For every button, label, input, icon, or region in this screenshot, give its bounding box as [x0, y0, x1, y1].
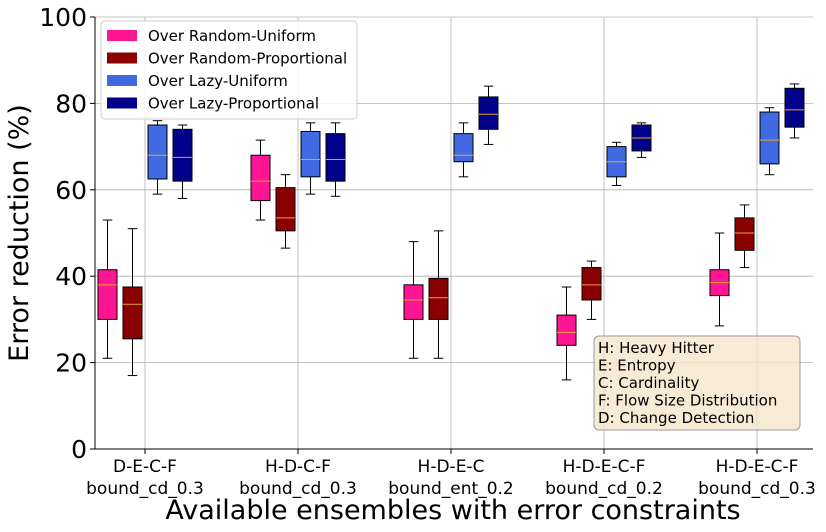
box-over-random-proportional-3: [581, 260, 602, 320]
box-body: [275, 187, 296, 232]
box-body: [759, 111, 780, 165]
legend-swatch: [107, 52, 137, 64]
box-series: [97, 83, 805, 381]
x-tick-label: H-D-E-C-F: [716, 457, 799, 477]
box-over-random-uniform-3: [556, 286, 577, 381]
legend-swatch: [107, 97, 137, 109]
x-tick-label: bound_cd_0.3: [698, 479, 816, 499]
y-tick-label: 80: [55, 89, 87, 118]
box-body: [478, 96, 499, 130]
axes: [94, 17, 813, 450]
y-axis-label: Error reduction (%): [4, 104, 35, 362]
tick-labels: 020406080100D-E-C-Fbound_cd_0.3H-D-C-Fbo…: [39, 3, 816, 499]
x-tick-label: bound_cd_0.3: [239, 479, 357, 499]
legend-swatch: [107, 75, 137, 86]
y-tick-label: 20: [55, 349, 87, 378]
box-body: [403, 284, 424, 320]
x-tick-label: bound_cd_0.3: [86, 479, 204, 499]
x-axis-label: Available ensembles with error constrain…: [165, 495, 740, 526]
legend-label: Over Lazy-Uniform: [148, 72, 288, 90]
box-over-random-proportional-1: [275, 174, 296, 249]
legend-frame: [100, 20, 358, 120]
box-over-random-proportional-0: [122, 228, 143, 377]
box-body: [250, 154, 271, 202]
box-over-lazy-proportional-1: [325, 122, 346, 197]
box-over-lazy-proportional-3: [631, 122, 652, 158]
box-over-lazy-proportional-4: [784, 83, 805, 139]
box-over-lazy-uniform-1: [300, 122, 321, 195]
y-tick-label: 0: [71, 435, 87, 464]
legend-label: Over Lazy-Proportional: [148, 95, 319, 113]
box-over-lazy-uniform-3: [606, 141, 627, 186]
box-body: [428, 277, 449, 320]
box-body: [172, 128, 193, 182]
legend-label: Over Random-Proportional: [148, 50, 347, 68]
legend-items: Over Random-Uniform Over Random-Proportio…: [107, 27, 347, 113]
box-over-lazy-uniform-2: [453, 122, 474, 178]
x-tick-label: H-D-E-C: [418, 457, 485, 477]
box-over-random-uniform-1: [250, 139, 271, 221]
box-body: [556, 314, 577, 346]
abbreviation-note-line: H: Heavy Hitter: [598, 339, 715, 357]
legend-label: Over Random-Uniform: [148, 27, 316, 45]
box-over-random-proportional-2: [428, 230, 449, 359]
box-body: [734, 217, 755, 251]
box-over-lazy-uniform-0: [147, 120, 168, 195]
box-body: [784, 87, 805, 128]
box-over-random-proportional-4: [734, 204, 755, 269]
box-body: [453, 133, 474, 163]
box-over-lazy-uniform-4: [759, 107, 780, 176]
x-tick-label: H-D-E-C-F: [563, 457, 646, 477]
abbreviation-note-line: F: Flow Size Distribution: [598, 392, 777, 410]
legend-swatch: [107, 30, 137, 41]
x-tick-label: D-E-C-F: [113, 457, 177, 477]
box-over-lazy-proportional-2: [478, 85, 499, 145]
legend: Over Random-Uniform Over Random-Proportio…: [100, 20, 358, 120]
y-tick-label: 60: [55, 176, 87, 205]
abbreviation-note-box: [593, 335, 801, 431]
box-over-random-uniform-4: [709, 232, 730, 327]
abbreviation-note-line: D: Change Detection: [598, 409, 754, 427]
y-tick-label: 40: [55, 262, 87, 291]
y-tick-label: 100: [39, 3, 87, 32]
x-tick-label: bound_cd_0.2: [545, 479, 663, 499]
abbreviation-note-line: C: Cardinality: [598, 374, 699, 392]
box-over-random-uniform-0: [97, 219, 118, 359]
box-over-random-uniform-2: [403, 241, 424, 359]
x-tick-label: bound_ent_0.2: [388, 479, 513, 499]
box-body: [325, 133, 346, 182]
box-body: [147, 124, 168, 180]
box-body: [581, 267, 602, 301]
box-body: [122, 286, 143, 340]
box-over-lazy-proportional-0: [172, 124, 193, 199]
abbreviation-note-line: E: Entropy: [598, 357, 676, 375]
x-tick-label: H-D-C-F: [265, 457, 331, 477]
box-body: [300, 130, 321, 178]
box-body: [97, 269, 118, 320]
